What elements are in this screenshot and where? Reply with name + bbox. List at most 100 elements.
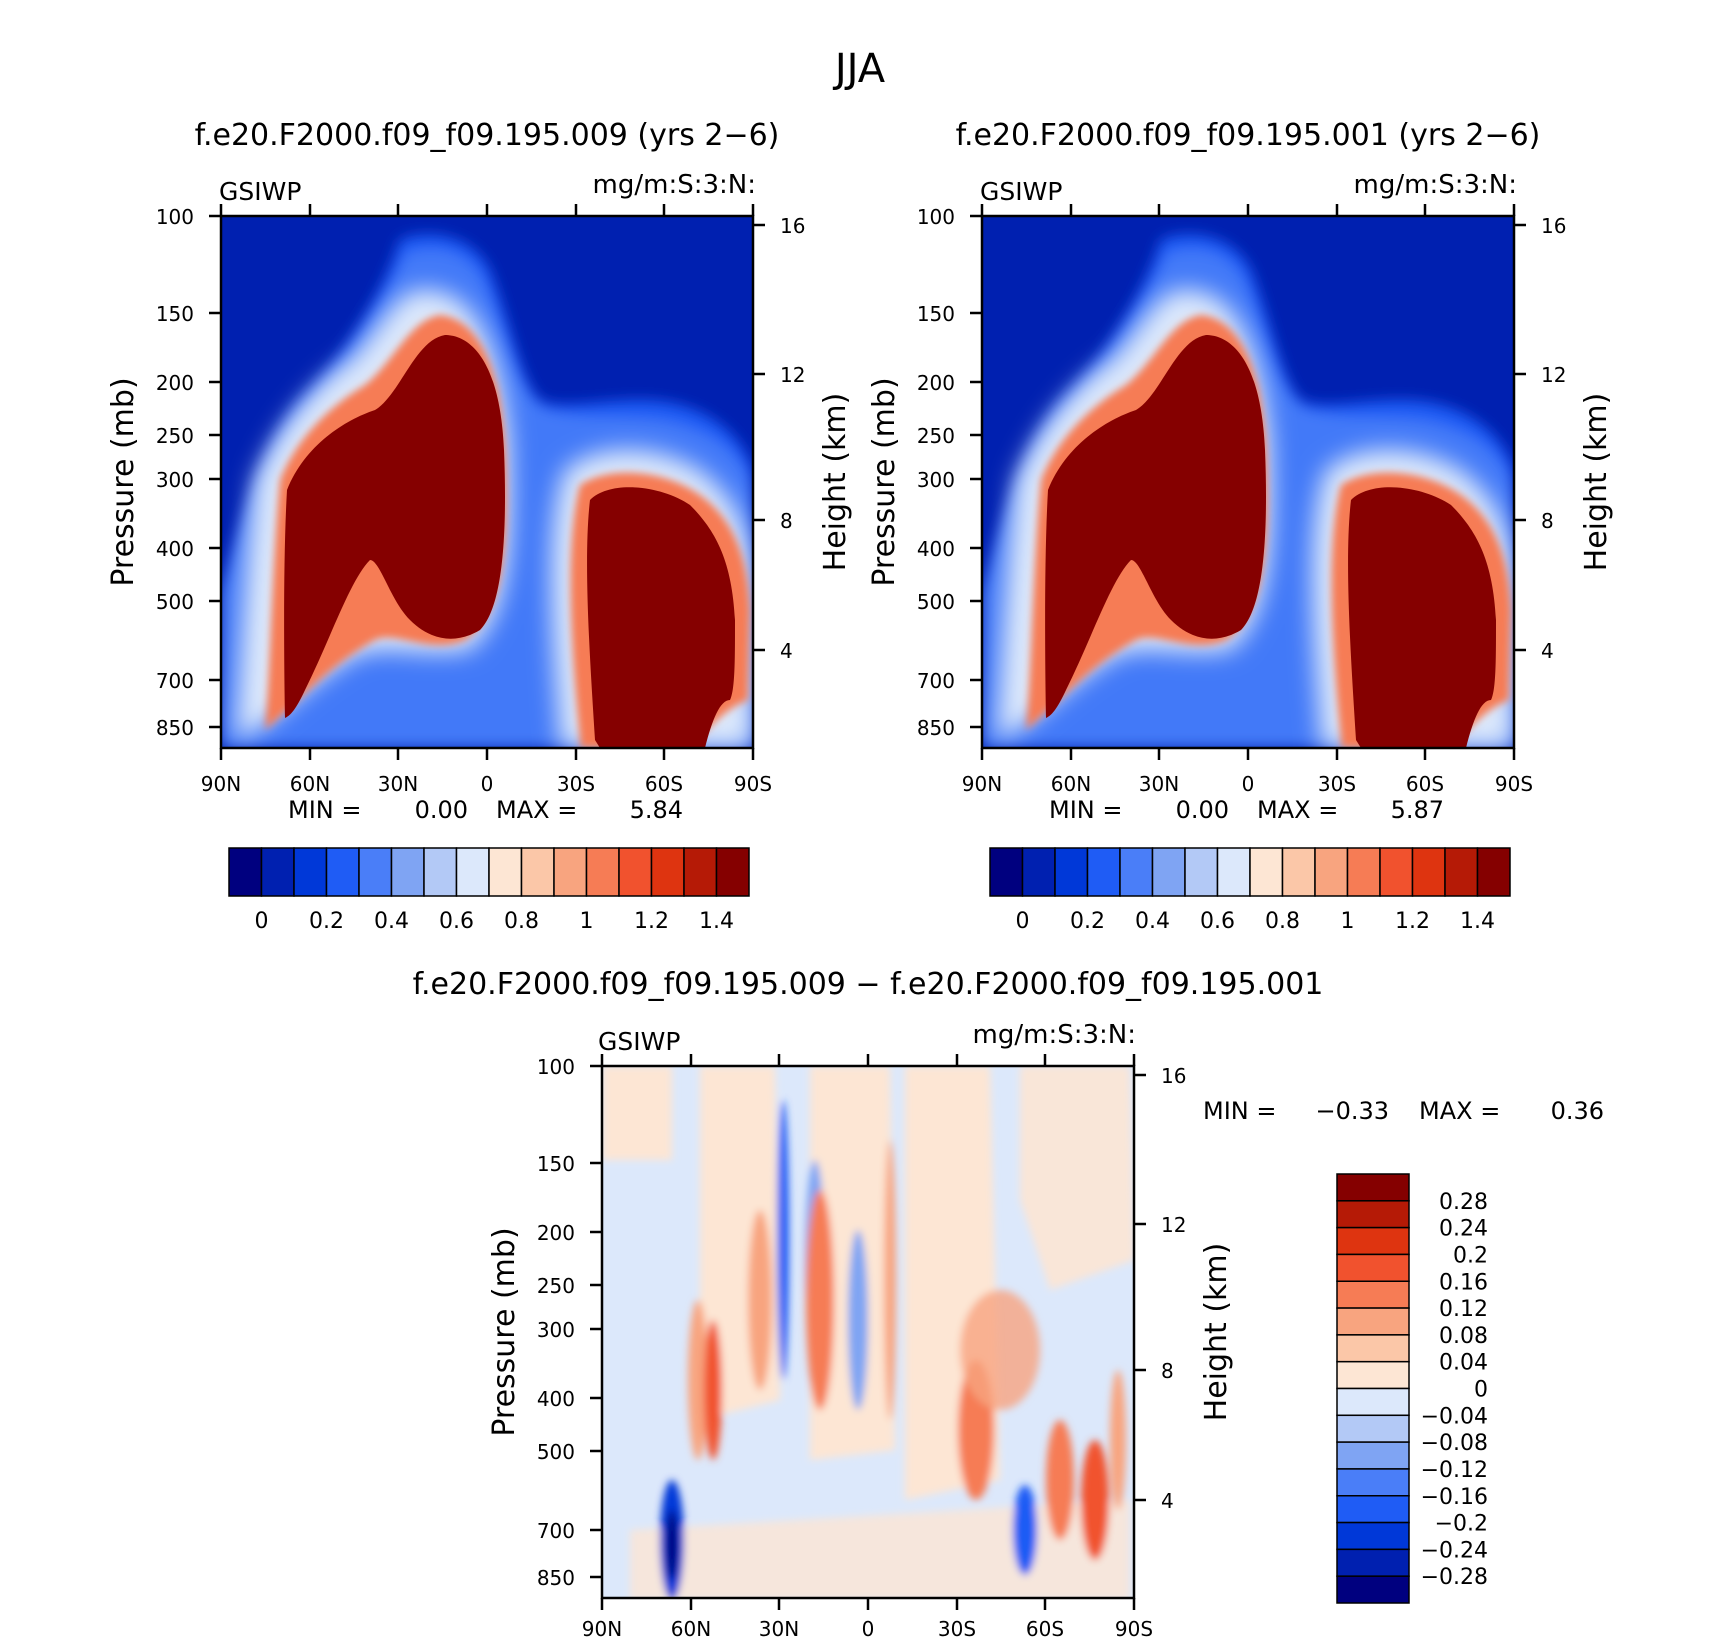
colorbar-label: 0.08 (1439, 1324, 1488, 1349)
ytick-label: 400 (156, 537, 194, 561)
colorbar-label: 0.16 (1439, 1270, 1488, 1295)
colorbar-swatch (1054, 847, 1089, 897)
xtick-label: 60N (671, 1617, 711, 1639)
panel-2-core-north (1045, 335, 1266, 718)
ytick-label: 500 (917, 590, 955, 614)
panel-3-variable-label: GSIWP (598, 1027, 680, 1056)
ytick-label: 400 (917, 537, 955, 561)
panel-3-min-label: MIN = (1203, 1097, 1276, 1125)
colorbar-label: −0.04 (1421, 1404, 1488, 1429)
colorbar-swatch (390, 847, 425, 897)
panel-3-units-label: mg/m:S:3:N: (973, 1020, 1136, 1050)
ytick-label: 200 (156, 371, 194, 395)
panel-2-units-label: mg/m:S:3:N: (1354, 170, 1517, 200)
xtick-label: 30N (1139, 772, 1179, 796)
panel-2-plot (982, 216, 1514, 748)
colorbar-swatch (1411, 847, 1446, 897)
panel-3-ticks (590, 1054, 1146, 1610)
ytick-label: 850 (156, 716, 194, 740)
y2tick-label: 4 (1541, 639, 1554, 663)
panel-1-y2tick-labels: 16 12 8 4 (780, 214, 805, 663)
page-title: JJA (832, 46, 886, 92)
colorbar-label: 0.4 (374, 909, 409, 934)
panel-3-max-value: 0.36 (1551, 1097, 1604, 1125)
colorbar-label: −0.08 (1421, 1431, 1488, 1456)
xtick-label: 30N (759, 1617, 799, 1639)
ytick-label: 150 (917, 302, 955, 326)
xtick-label: 60S (1026, 1617, 1064, 1639)
ytick-label: 850 (917, 716, 955, 740)
xtick-label: 90N (962, 772, 1002, 796)
panel-2-ytick-labels: 100 150 200 250 300 400 500 700 850 (917, 205, 955, 740)
panel-1-ytick-labels: 100 150 200 250 300 400 500 700 850 (156, 205, 194, 740)
ytick-label: 250 (156, 424, 194, 448)
panel-2-ticks (970, 204, 1526, 760)
panel-1-core-south (587, 487, 735, 748)
colorbar-swatch (260, 847, 295, 897)
panel-1: f.e20.F2000.f09_f09.195.009 (yrs 2−6) GS… (106, 118, 853, 934)
ytick-label: 700 (537, 1519, 575, 1543)
y2tick-label: 16 (1541, 214, 1566, 238)
xtick-label: 30S (938, 1617, 976, 1639)
panel-3-y2label: Height (km) (1199, 1243, 1234, 1422)
y2tick-label: 8 (1161, 1359, 1174, 1383)
panel-1-core-north (284, 335, 505, 718)
colorbar-swatch (1336, 1495, 1410, 1524)
colorbar-swatch (1151, 847, 1186, 897)
colorbar-swatch (1336, 1253, 1410, 1282)
xtick-label: 30S (557, 772, 595, 796)
colorbar-swatch (1336, 1441, 1410, 1470)
panel-3-colorbar: 0.280.240.20.160.120.080.040−0.04−0.08−0… (1336, 1173, 1488, 1604)
panel-3-title: f.e20.F2000.f09_f09.195.009 − f.e20.F200… (413, 967, 1324, 1002)
colorbar-label: −0.28 (1421, 1565, 1488, 1590)
panel-1-ylabel: Pressure (mb) (106, 377, 141, 586)
colorbar-swatch (1281, 847, 1316, 897)
panel-3-field (602, 1066, 1134, 1598)
panel-3: f.e20.F2000.f09_f09.195.009 − f.e20.F200… (413, 967, 1604, 1639)
colorbar-swatch (553, 847, 588, 897)
ytick-label: 300 (917, 468, 955, 492)
ytick-label: 500 (156, 590, 194, 614)
colorbar-label: 0.8 (1265, 909, 1300, 934)
colorbar-label: −0.2 (1435, 1512, 1488, 1537)
ytick-label: 150 (156, 302, 194, 326)
colorbar-swatch (1021, 847, 1056, 897)
ytick-label: 250 (537, 1274, 575, 1298)
colorbar-swatch (1216, 847, 1251, 897)
colorbar-label: 0.6 (439, 909, 474, 934)
colorbar-swatch (585, 847, 620, 897)
colorbar-label: 1.4 (699, 909, 734, 934)
panel-1-colorbar: 0 0.2 0.4 0.6 0.8 1 1.2 1.4 (228, 847, 750, 934)
xtick-label: 60S (1406, 772, 1444, 796)
y2tick-label: 4 (1161, 1489, 1174, 1513)
panel-2-ylabel: Pressure (mb) (867, 377, 902, 586)
colorbar-swatch (520, 847, 555, 897)
xtick-label: 90S (734, 772, 772, 796)
panel-1-max-label: MAX = (496, 796, 577, 824)
y2tick-label: 12 (1161, 1213, 1186, 1237)
colorbar-label: −0.12 (1421, 1458, 1488, 1483)
xtick-label: 90S (1115, 1617, 1153, 1639)
panel-1-variable-label: GSIWP (219, 177, 301, 206)
panel-1-ticks (209, 204, 765, 760)
panel-3-xtick-labels: 90N 60N 30N 0 30S 60S 90S (582, 1617, 1153, 1639)
colorbar-label: −0.16 (1421, 1485, 1488, 1510)
colorbar-swatch (325, 847, 360, 897)
panel-2-y2label: Height (km) (1579, 393, 1614, 572)
colorbar-label: 0 (1474, 1378, 1488, 1403)
xtick-label: 30S (1318, 772, 1356, 796)
ytick-label: 700 (156, 669, 194, 693)
y2tick-label: 12 (780, 363, 805, 387)
colorbar-swatch (358, 847, 393, 897)
colorbar-swatch (650, 847, 685, 897)
colorbar-swatch (1336, 1521, 1410, 1551)
xtick-label: 60S (645, 772, 683, 796)
colorbar-swatch (1336, 1173, 1410, 1202)
panel-2-min-value: 0.00 (1176, 796, 1229, 824)
colorbar-label: 0.2 (309, 909, 344, 934)
xtick-label: 0 (481, 772, 494, 796)
panel-3-ytick-labels: 100 150 200 250 300 400 500 700 850 (537, 1055, 575, 1590)
panel-3-max-label: MAX = (1419, 1097, 1500, 1125)
panel-1-xtick-labels: 90N 60N 30N 0 30S 60S 90S (201, 772, 772, 796)
ytick-label: 200 (917, 371, 955, 395)
